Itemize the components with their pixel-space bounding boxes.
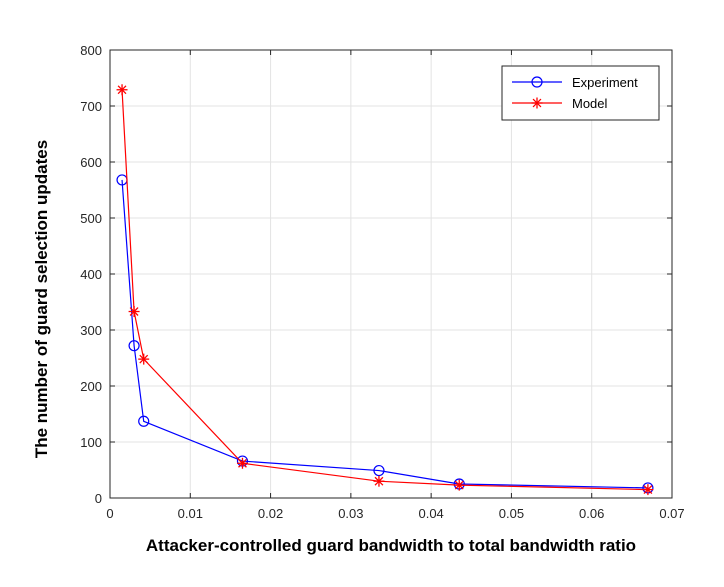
legend-item-experiment: Experiment	[512, 75, 638, 90]
x-tick-label: 0.03	[338, 506, 363, 521]
y-tick-label: 400	[80, 267, 102, 282]
data-point-model	[236, 457, 248, 469]
x-tick-label: 0.01	[178, 506, 203, 521]
data-point-model	[128, 306, 140, 318]
legend-marker-experiment	[531, 76, 543, 88]
y-tick-label: 600	[80, 155, 102, 170]
legend-marker-model	[531, 97, 543, 109]
legend-label-experiment: Experiment	[572, 75, 638, 90]
y-tick-label: 100	[80, 435, 102, 450]
x-tick-label: 0.05	[499, 506, 524, 521]
series-layer	[116, 84, 654, 496]
data-point-model	[453, 479, 465, 491]
y-tick-label: 300	[80, 323, 102, 338]
legend: Experiment Model	[501, 65, 660, 121]
data-point-experiment	[138, 415, 150, 427]
series-model	[116, 84, 654, 496]
x-tick-label: 0.06	[579, 506, 604, 521]
legend-box	[501, 65, 660, 121]
x-tick-label: 0	[106, 506, 113, 521]
asterisk-stroke	[532, 98, 542, 108]
asterisk-stroke	[454, 480, 464, 490]
asterisk-stroke	[129, 307, 139, 316]
y-tick-label: 200	[80, 379, 102, 394]
x-axis-label: Attacker-controlled guard bandwidth to t…	[146, 536, 636, 555]
legend-item-model: Model	[512, 96, 608, 111]
y-tick-label: 700	[80, 99, 102, 114]
asterisk-stroke	[139, 354, 149, 364]
x-tick-label: 0.07	[659, 506, 684, 521]
asterisk-stroke	[117, 85, 127, 95]
asterisk-stroke	[643, 485, 653, 495]
y-tick-label: 0	[95, 491, 102, 506]
y-tick-label: 500	[80, 211, 102, 226]
data-point-model	[373, 475, 385, 487]
data-point-model	[642, 484, 654, 496]
y-axis-label: The number of guard selection updates	[32, 140, 51, 458]
data-point-experiment	[373, 464, 385, 477]
x-axis-ticks: 0 0.01 0.02 0.03 0.04 0.05 0.06 0.07	[106, 50, 685, 521]
x-tick-label: 0.02	[258, 506, 283, 521]
data-point-model	[138, 353, 150, 365]
asterisk-stroke	[374, 476, 384, 486]
data-point-model	[116, 84, 128, 96]
y-tick-label: 800	[80, 43, 102, 58]
legend-label-model: Model	[572, 96, 608, 111]
x-tick-label: 0.04	[418, 506, 443, 521]
y-axis-ticks: 0 100 200 300 400 500 600 700 800	[80, 43, 672, 506]
asterisk-stroke	[238, 458, 247, 468]
data-point-experiment	[128, 340, 140, 352]
